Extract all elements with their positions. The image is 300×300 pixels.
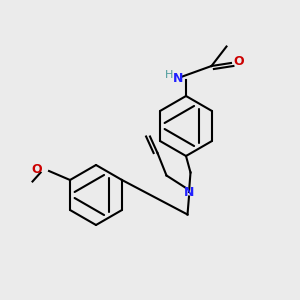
Text: O: O bbox=[31, 163, 42, 176]
Text: H: H bbox=[165, 70, 174, 80]
Text: N: N bbox=[184, 186, 194, 199]
Text: N: N bbox=[172, 71, 183, 85]
Text: O: O bbox=[233, 55, 244, 68]
